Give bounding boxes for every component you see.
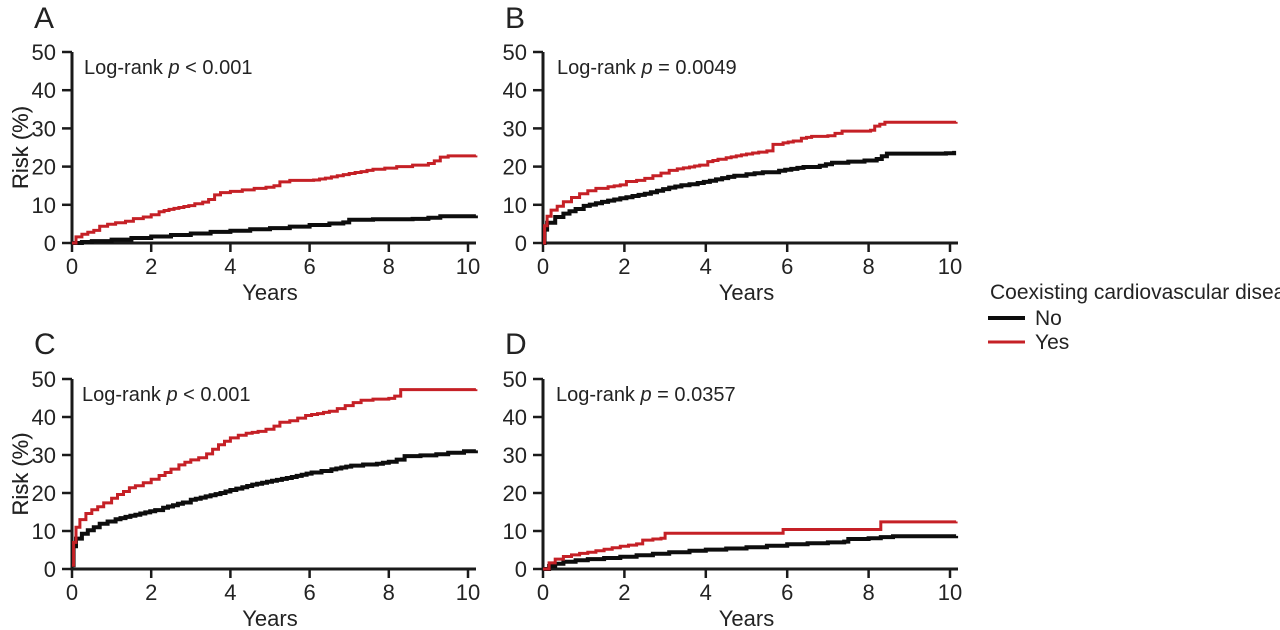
- log-rank-label: Log-rank p < 0.001: [82, 384, 250, 406]
- x-tick-label: 2: [618, 580, 630, 605]
- y-axis-title: Risk (%): [8, 106, 33, 189]
- y-tick-label: 40: [503, 405, 527, 430]
- x-tick-label: 0: [66, 580, 78, 605]
- x-tick-label: 8: [862, 254, 874, 279]
- panel-A: 0 2 4 6 8 10 0 10 20 30 40 50 Years Risk (%) A Log-rank…: [8, 2, 480, 305]
- legend-title: Coexisting cardiovascular disease: [990, 281, 1280, 304]
- risk-curve-no: [71, 449, 478, 568]
- y-tick-label: 50: [503, 40, 527, 65]
- x-tick-label: 4: [700, 580, 712, 605]
- y-tick-label: 30: [503, 116, 527, 141]
- y-axis-title: Risk (%): [8, 432, 33, 515]
- x-tick-label: 10: [456, 580, 480, 605]
- log-rank-label: Log-rank p = 0.0049: [557, 57, 737, 79]
- x-tick-label: 6: [781, 254, 793, 279]
- legend-label-yes: Yes: [1035, 331, 1069, 354]
- x-tick-label: 8: [383, 580, 395, 605]
- y-tick-label: 20: [503, 481, 527, 506]
- y-tick-label: 40: [503, 78, 527, 103]
- x-tick-label: 2: [618, 254, 630, 279]
- risk-curve-yes: [543, 120, 958, 245]
- y-tick-label: 30: [32, 443, 56, 468]
- y-axis-title: Risk (%): [8, 432, 33, 515]
- panel-letter: C: [34, 328, 56, 361]
- legend-label-no: No: [1035, 307, 1062, 330]
- x-tick-label: 8: [862, 580, 874, 605]
- risk-curve-no: [543, 534, 959, 571]
- x-tick-label: 0: [537, 580, 549, 605]
- x-tick-label: 0: [537, 254, 549, 279]
- x-tick-label: 4: [224, 580, 236, 605]
- y-axis-title: Risk (%): [8, 106, 33, 189]
- x-axis-title: Years: [719, 280, 774, 305]
- risk-curve-yes: [72, 154, 478, 245]
- y-tick-label: 0: [515, 231, 527, 256]
- log-rank-label: Log-rank p < 0.001: [84, 57, 252, 79]
- x-axis-title: Years: [242, 606, 297, 630]
- log-rank-label: Log-rank p = 0.0357: [556, 384, 736, 406]
- panel-letter: B: [505, 2, 525, 35]
- y-tick-label: 40: [32, 78, 56, 103]
- y-tick-label: 20: [32, 481, 56, 506]
- y-tick-label: 30: [32, 116, 56, 141]
- x-axis-title: Years: [242, 280, 297, 305]
- y-tick-label: 10: [32, 519, 56, 544]
- x-tick-label: 6: [303, 254, 315, 279]
- risk-curve-yes: [543, 520, 958, 571]
- x-tick-label: 6: [781, 580, 793, 605]
- y-tick-label: 20: [32, 155, 56, 180]
- panel-letter: D: [505, 328, 527, 361]
- y-tick-label: 30: [503, 443, 527, 468]
- x-tick-label: 4: [224, 254, 236, 279]
- y-tick-label: 50: [503, 367, 527, 392]
- y-tick-label: 0: [44, 231, 56, 256]
- risk-curve-yes: [72, 388, 478, 567]
- x-tick-label: 2: [145, 580, 157, 605]
- risk-curve-no: [72, 214, 478, 245]
- x-tick-label: 10: [938, 580, 962, 605]
- x-axis-title: Years: [719, 606, 774, 630]
- panel-C: 0 2 4 6 8 10 0 10 20 30 40 50 Years Risk (%) C Log-rank…: [8, 328, 480, 630]
- x-tick-label: 2: [145, 254, 157, 279]
- x-tick-label: 0: [66, 254, 78, 279]
- y-tick-label: 50: [32, 367, 56, 392]
- y-tick-label: 10: [503, 519, 527, 544]
- y-tick-label: 50: [32, 40, 56, 65]
- x-tick-label: 8: [383, 254, 395, 279]
- y-tick-label: 20: [503, 155, 527, 180]
- x-tick-label: 6: [303, 580, 315, 605]
- y-tick-label: 40: [32, 405, 56, 430]
- x-tick-label: 10: [938, 254, 962, 279]
- y-tick-label: 10: [503, 193, 527, 218]
- x-tick-label: 10: [456, 254, 480, 279]
- y-tick-label: 10: [32, 193, 56, 218]
- y-tick-label: 0: [515, 557, 527, 582]
- y-tick-label: 0: [44, 557, 56, 582]
- x-tick-label: 4: [700, 254, 712, 279]
- risk-curve-no: [542, 150, 957, 245]
- panel-letter: A: [34, 2, 54, 35]
